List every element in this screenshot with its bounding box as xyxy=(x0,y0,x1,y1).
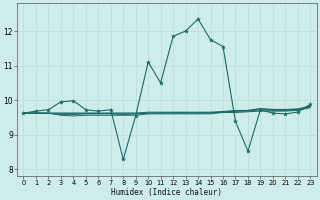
X-axis label: Humidex (Indice chaleur): Humidex (Indice chaleur) xyxy=(111,188,222,197)
